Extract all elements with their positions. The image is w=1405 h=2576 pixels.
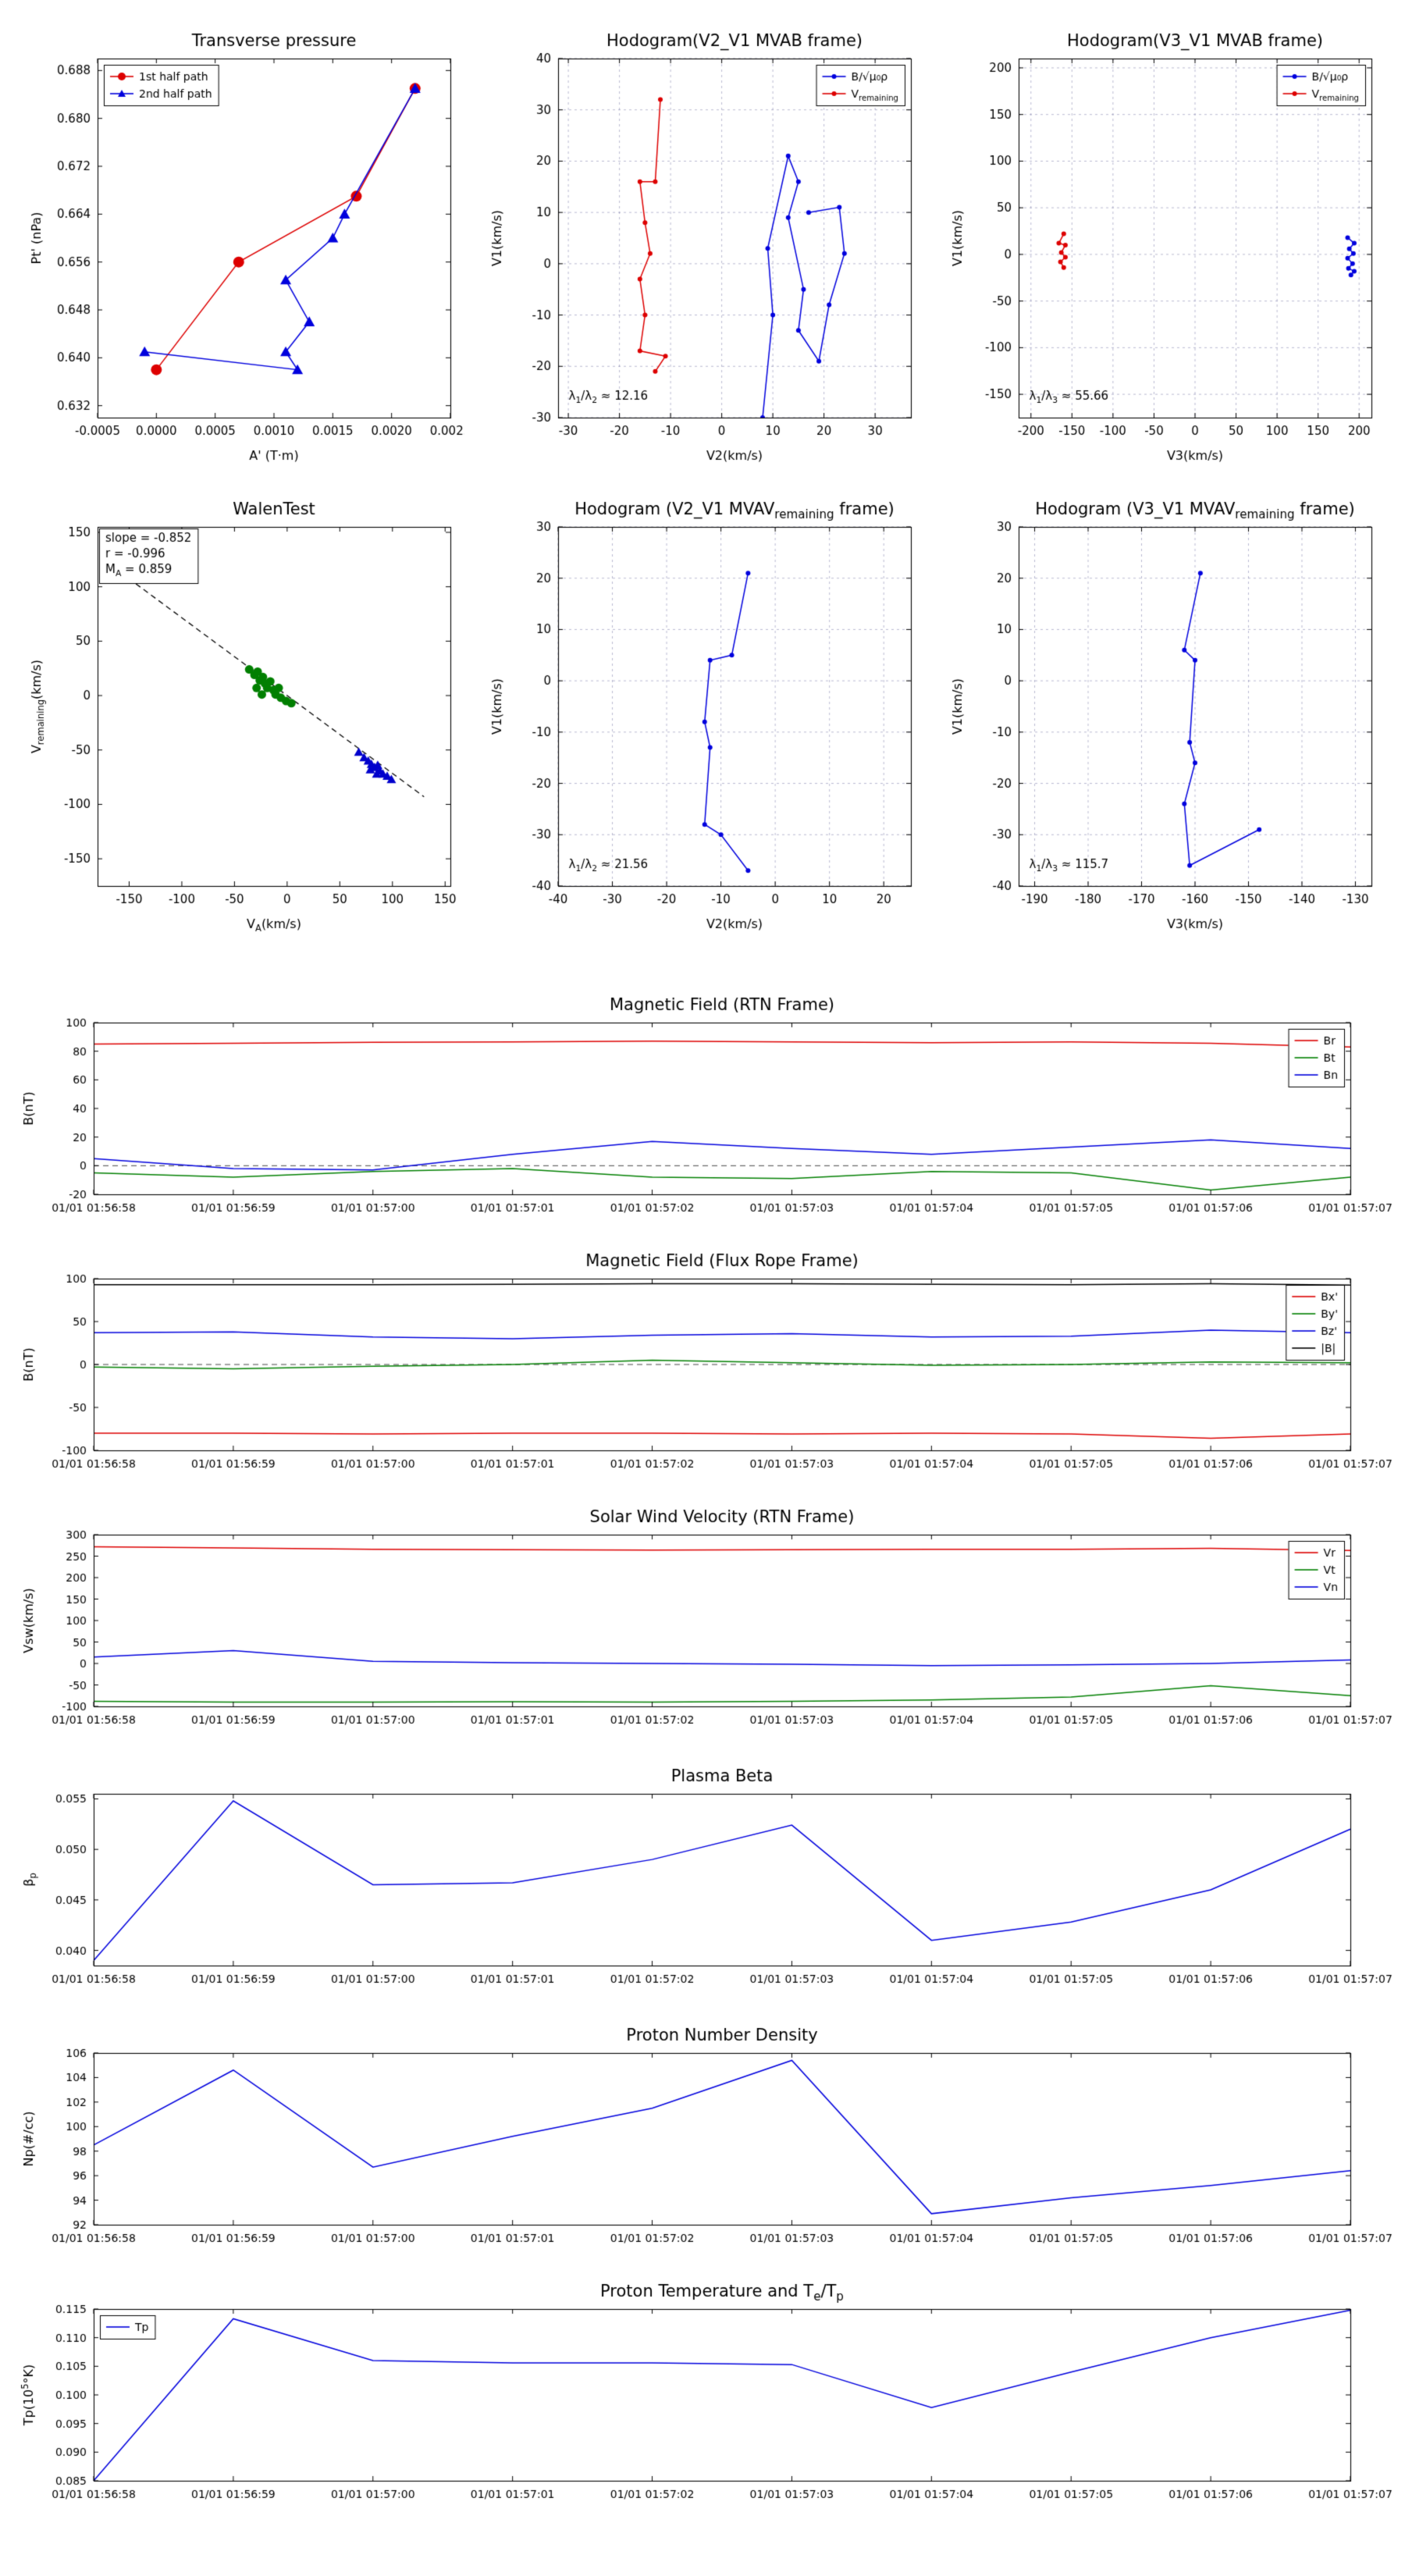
- plot-hodogram-v3v1-mvab: [944, 20, 1385, 472]
- plot-plasma-beta: [16, 1759, 1393, 2005]
- plot-magnetic-field-rtn: [16, 987, 1393, 1233]
- plot-proton-number-density: [16, 2018, 1393, 2264]
- plot-hodogram-v2v1-mvab: [484, 20, 925, 472]
- plot-solar-wind-velocity: [16, 1500, 1393, 1745]
- plot-hodogram-v2v1-mvav: [484, 488, 925, 941]
- plot-hodogram-v3v1-mvav: [944, 488, 1385, 941]
- plot-proton-temperature: [16, 2274, 1393, 2520]
- plot-transverse-pressure: [23, 20, 464, 472]
- plot-walen-test: [23, 488, 464, 941]
- plot-magnetic-field-flux-rope: [16, 1244, 1393, 1489]
